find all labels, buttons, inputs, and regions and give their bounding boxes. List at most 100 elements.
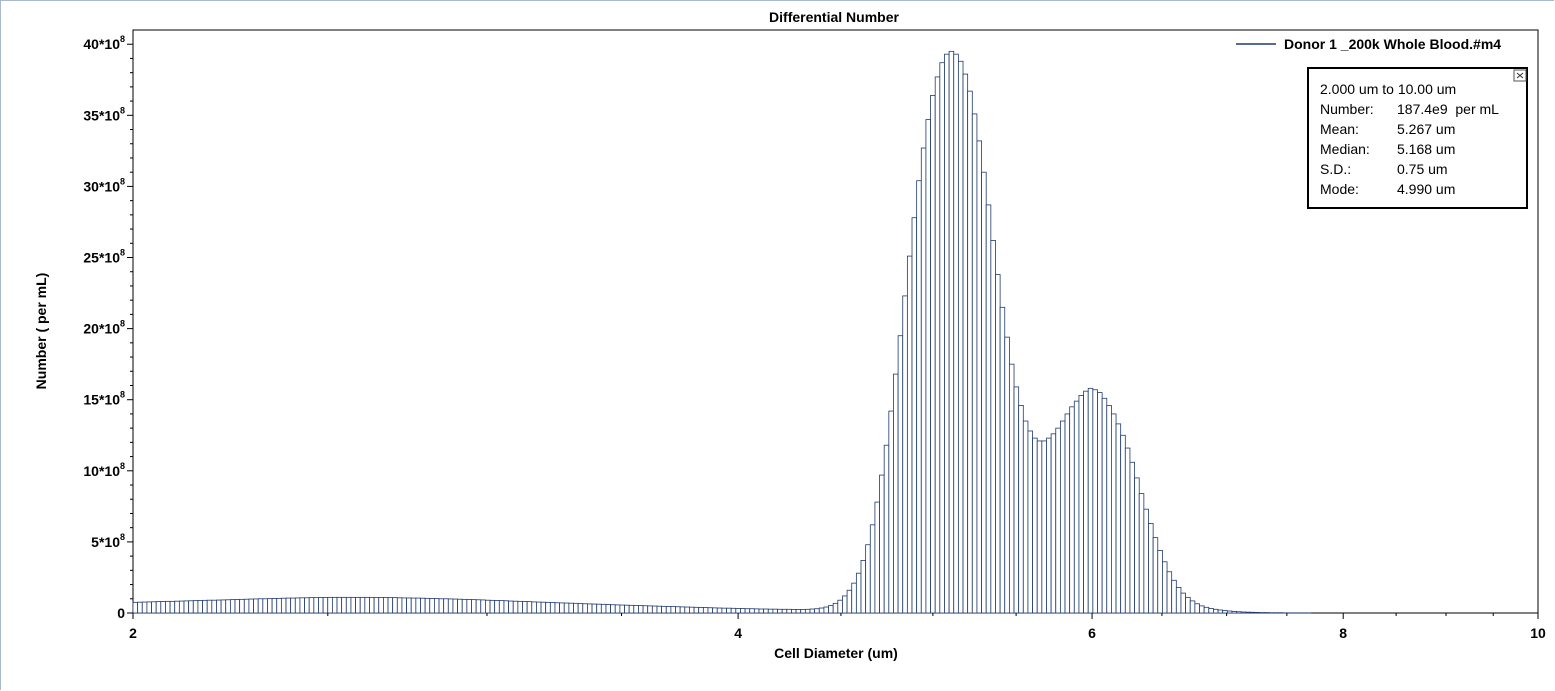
histogram-bar [452, 598, 458, 614]
histogram-bar [1171, 579, 1177, 614]
stats-value-median: 5.168 um [1397, 141, 1455, 157]
histogram-bar [990, 240, 996, 614]
histogram-bar [1152, 537, 1159, 614]
histogram-bar [851, 582, 857, 614]
histogram-bar [568, 602, 574, 614]
histogram-bar [225, 599, 231, 614]
histogram-bar [202, 599, 208, 614]
histogram-bar [934, 76, 941, 614]
close-icon[interactable] [1513, 69, 1527, 82]
stats-label-number: Number: [1320, 101, 1374, 117]
histogram-bar [285, 597, 292, 614]
histogram-bar [1032, 437, 1038, 614]
histogram-bar [600, 603, 607, 614]
histogram-bar [638, 605, 644, 614]
histogram-bar [276, 597, 282, 614]
histogram-bar [689, 606, 695, 614]
x-tick-label: 2 [129, 625, 137, 641]
histogram-bar [605, 604, 612, 614]
histogram-bar [869, 524, 876, 614]
histogram-bar [1240, 611, 1247, 614]
y-tick-label: 15*108 [83, 390, 125, 408]
histogram-bar [132, 601, 139, 614]
histogram-bar [355, 596, 361, 614]
histogram-bar [137, 601, 143, 614]
histogram-bar [438, 598, 445, 614]
stats-value-mean: 5.267 um [1397, 121, 1455, 137]
histogram-bar [262, 598, 268, 614]
histogram-bar [1059, 420, 1066, 614]
histogram-bar [573, 602, 579, 614]
histogram-bar [526, 601, 533, 614]
histogram-bar [1120, 434, 1126, 614]
histogram-bar [855, 572, 862, 614]
histogram-bar [280, 597, 287, 614]
histogram-bar [169, 600, 176, 614]
histogram-bar [656, 605, 663, 614]
histogram-bar [693, 606, 700, 614]
histogram-bar [1208, 608, 1214, 614]
histogram-bar [1134, 477, 1140, 614]
histogram-bar [1115, 423, 1122, 614]
histogram-bar [1199, 605, 1205, 614]
histogram-bar [698, 607, 704, 614]
histogram-bar [401, 597, 407, 614]
histogram-bar [874, 501, 880, 614]
histogram-bar [1175, 587, 1182, 614]
histogram-bar [684, 606, 690, 614]
histogram-bar [702, 607, 709, 614]
histogram-bar [480, 599, 486, 614]
histogram-bar [220, 599, 227, 614]
y-tick-label: 35*108 [83, 105, 125, 123]
histogram-bar [985, 204, 992, 614]
histogram-bar [577, 603, 584, 614]
histogram-bar [420, 597, 426, 614]
histogram-bar [888, 410, 894, 614]
histogram-bar [424, 597, 431, 614]
histogram-bar [1073, 400, 1080, 614]
histogram-bar [1018, 404, 1024, 614]
histogram-bar [290, 597, 296, 614]
histogram-bar [429, 598, 435, 614]
histogram-bar [549, 602, 556, 614]
histogram-bar [387, 597, 394, 614]
histogram-bar [192, 600, 199, 614]
histogram-bar [1157, 550, 1163, 614]
histogram-bar [1236, 611, 1242, 614]
histogram-bar [1101, 397, 1108, 614]
histogram-bar [304, 597, 310, 614]
histogram-bar [359, 596, 366, 614]
histogram-bar [178, 600, 185, 614]
histogram-bar [763, 608, 769, 614]
histogram-bar [883, 444, 890, 614]
x-tick-label: 4 [734, 625, 742, 641]
histogram-bar [1222, 610, 1228, 614]
histogram-bar [141, 601, 148, 614]
histogram-bar [976, 140, 982, 614]
histogram-bar [944, 53, 950, 614]
histogram-bar [726, 607, 732, 614]
histogram-bar [1185, 596, 1191, 614]
histogram-bar [971, 113, 978, 614]
histogram-bar [331, 596, 338, 614]
stats-value-sd: 0.75 um [1397, 161, 1448, 177]
histogram-bar [1162, 561, 1168, 614]
histogram-bar [716, 607, 723, 614]
legend-label: Donor 1 _200k Whole Blood.#m4 [1284, 36, 1501, 52]
histogram-bar [879, 474, 885, 614]
stats-value-mode: 4.990 um [1397, 181, 1455, 197]
histogram-bar [777, 608, 783, 614]
histogram-bar [661, 605, 667, 614]
histogram-bar [995, 274, 1001, 614]
histogram-bar [893, 373, 899, 614]
histogram-bar [860, 559, 867, 614]
y-tick-label: 10*108 [83, 461, 125, 479]
histogram-bar [447, 598, 454, 614]
histogram-bar [1004, 336, 1010, 614]
stats-box[interactable]: 2.000 um to 10.00 um Number: 187.4e9 per… [1307, 67, 1528, 209]
histogram-bar [930, 95, 936, 614]
histogram-bar [758, 608, 765, 614]
histogram-bar [1250, 611, 1256, 614]
histogram-bar [406, 597, 412, 614]
histogram-bar [1217, 609, 1224, 614]
